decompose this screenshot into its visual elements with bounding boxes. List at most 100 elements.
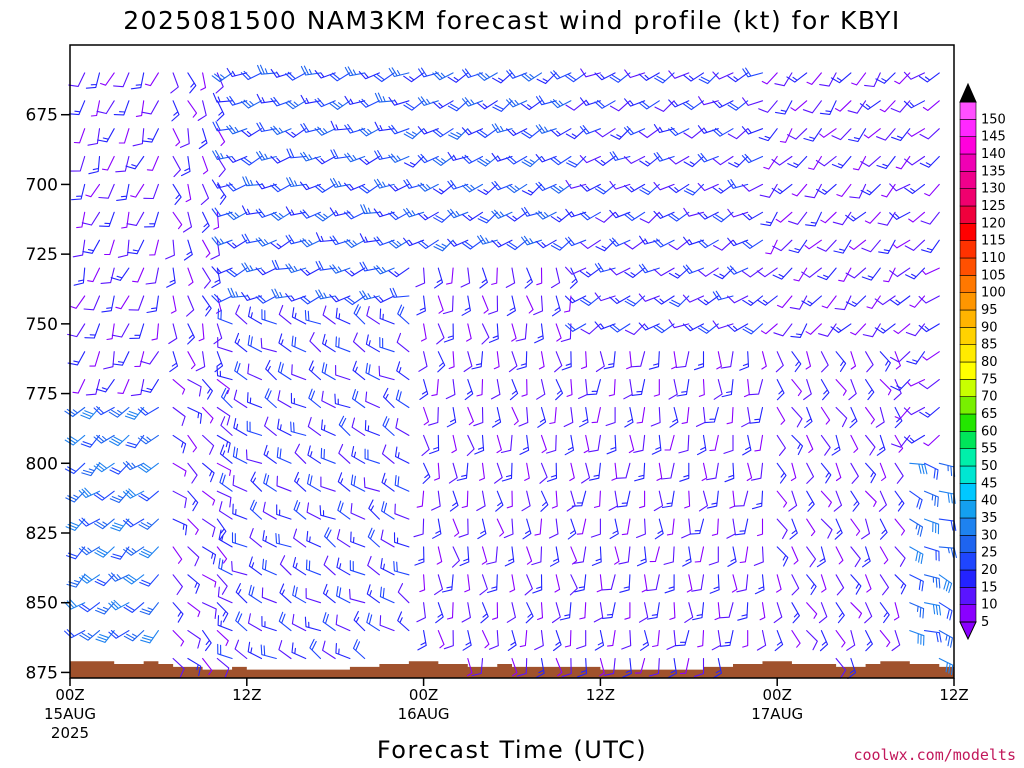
wind-barb bbox=[848, 239, 867, 250]
wind-barb bbox=[602, 602, 616, 619]
wind-barb bbox=[909, 630, 925, 646]
wind-barb bbox=[676, 379, 690, 397]
wind-barb bbox=[202, 546, 217, 565]
wind-barb bbox=[461, 127, 484, 136]
wind-barb bbox=[668, 70, 690, 79]
wind-barb bbox=[381, 472, 395, 492]
wind-barb bbox=[594, 99, 616, 109]
wind-barb bbox=[366, 612, 380, 632]
wind-barb bbox=[536, 379, 546, 400]
wind-barb bbox=[234, 361, 248, 381]
wind-barb bbox=[113, 72, 130, 88]
wind-barb bbox=[459, 546, 470, 567]
wind-barb bbox=[590, 518, 601, 538]
wind-barb bbox=[294, 471, 307, 492]
wind-barb bbox=[78, 517, 101, 527]
wind-barb bbox=[889, 183, 911, 192]
wind-barb bbox=[909, 602, 925, 619]
wind-barb bbox=[216, 574, 228, 595]
wind-barb bbox=[108, 599, 130, 611]
wind-barb bbox=[226, 124, 248, 135]
wind-barb bbox=[305, 588, 322, 604]
wind-barb bbox=[836, 183, 852, 197]
colorbar-segment bbox=[959, 483, 977, 501]
wind-barb bbox=[742, 295, 764, 306]
wind-barb bbox=[850, 602, 863, 619]
wind-barb bbox=[683, 207, 705, 217]
wind-barb bbox=[314, 155, 336, 165]
wind-barb bbox=[683, 236, 705, 246]
wind-barb bbox=[260, 337, 277, 353]
wind-barb bbox=[790, 462, 797, 482]
wind-barb bbox=[416, 490, 425, 508]
wind-barb bbox=[921, 267, 940, 275]
wind-barb bbox=[300, 123, 322, 133]
wind-barb bbox=[550, 267, 561, 289]
wind-barb bbox=[415, 267, 426, 288]
wind-barb bbox=[474, 434, 485, 455]
wind-barb bbox=[526, 295, 534, 314]
wind-barb bbox=[731, 574, 738, 593]
wind-barb bbox=[624, 323, 646, 336]
wind-barb bbox=[539, 462, 548, 484]
wind-barb bbox=[668, 99, 690, 108]
wind-barb bbox=[820, 490, 832, 508]
wind-barb bbox=[336, 557, 351, 576]
wind-barb bbox=[309, 638, 322, 660]
wind-barb bbox=[128, 295, 145, 311]
wind-barb bbox=[397, 611, 410, 632]
wind-barb bbox=[496, 518, 505, 537]
wind-barb bbox=[938, 462, 956, 477]
wind-barb bbox=[669, 602, 676, 620]
wind-barb bbox=[146, 295, 159, 314]
wind-barb bbox=[285, 206, 307, 216]
credit-text: coolwx.com/modelts bbox=[853, 746, 1016, 764]
wind-barb bbox=[709, 574, 720, 594]
wind-barb bbox=[270, 211, 292, 221]
wind-barb bbox=[94, 518, 115, 530]
wind-barb bbox=[554, 574, 561, 593]
wind-barb bbox=[202, 574, 217, 588]
wind-barb bbox=[276, 475, 292, 492]
wind-barb bbox=[540, 434, 547, 454]
x-tick-date: 16AUG bbox=[398, 705, 450, 723]
wind-barb bbox=[922, 351, 940, 361]
wind-barb bbox=[805, 323, 822, 335]
wind-barb bbox=[87, 267, 101, 283]
wind-barb bbox=[788, 211, 808, 225]
wind-barb bbox=[819, 128, 837, 138]
wind-barb bbox=[894, 574, 907, 595]
wind-barb bbox=[403, 155, 425, 168]
wind-barb bbox=[638, 293, 660, 302]
wind-barb bbox=[742, 434, 752, 456]
wind-barb bbox=[846, 630, 856, 651]
wind-barb bbox=[609, 180, 631, 190]
wind-barb bbox=[591, 546, 602, 566]
wind-barb bbox=[850, 434, 859, 453]
wind-barb bbox=[490, 379, 501, 400]
wind-barb bbox=[394, 503, 410, 520]
wind-barb bbox=[276, 447, 292, 464]
wind-barb bbox=[727, 265, 749, 275]
wind-barb bbox=[741, 406, 751, 428]
wind-barb bbox=[712, 657, 722, 679]
wind-barb bbox=[666, 518, 675, 536]
wind-barb bbox=[417, 96, 439, 106]
wind-barb bbox=[835, 574, 845, 596]
wind-barb bbox=[200, 183, 210, 206]
wind-barb bbox=[653, 181, 675, 191]
wind-barb bbox=[511, 406, 519, 426]
wind-barb bbox=[314, 211, 336, 222]
wind-barb bbox=[678, 434, 690, 454]
wind-barb bbox=[835, 657, 847, 679]
wind-barb bbox=[219, 472, 233, 492]
wind-barb bbox=[139, 602, 159, 616]
wind-barb bbox=[763, 155, 778, 170]
wind-barb bbox=[697, 239, 719, 249]
wind-barb bbox=[693, 351, 705, 371]
wind-barb bbox=[82, 239, 101, 254]
colorbar-label: 35 bbox=[981, 511, 998, 526]
wind-barb bbox=[697, 630, 705, 648]
wind-barb bbox=[586, 379, 601, 396]
wind-barb bbox=[479, 462, 485, 481]
